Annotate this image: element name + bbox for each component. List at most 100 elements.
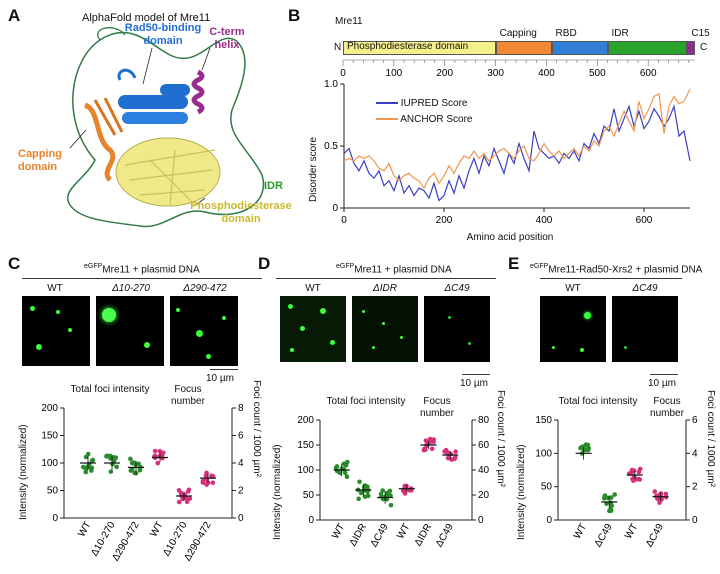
d-cond-didr: ΔIDR bbox=[373, 283, 397, 294]
legend-anchor-label: ANCHOR Score bbox=[400, 114, 473, 125]
c-scalebar bbox=[210, 369, 238, 370]
e-group-intensity: Total foci intensity bbox=[558, 396, 638, 407]
d-group-focus: Focus number bbox=[420, 396, 454, 419]
left-tick-label: 100 bbox=[535, 448, 552, 459]
micrograph-c-d290 bbox=[170, 296, 238, 366]
right-tick-label: 2 bbox=[238, 486, 244, 497]
data-point bbox=[422, 446, 427, 452]
data-point bbox=[637, 477, 643, 482]
data-point bbox=[178, 490, 184, 496]
right-tick-label: 6 bbox=[692, 415, 698, 426]
panel-c-rule bbox=[22, 278, 262, 279]
data-point bbox=[155, 460, 161, 466]
c-group-focus: Focus number bbox=[171, 384, 205, 407]
panel-d-title-sup: eGFP bbox=[336, 263, 355, 270]
data-point bbox=[652, 489, 658, 494]
data-point bbox=[380, 488, 386, 493]
data-point bbox=[358, 490, 364, 496]
micrograph-c-wt bbox=[22, 296, 90, 366]
n-terminus: N bbox=[334, 42, 342, 53]
c-cond-d290: Δ290-472 bbox=[183, 283, 227, 294]
panel-e-letter: E bbox=[508, 254, 520, 273]
panel-e-title-sup: eGFP bbox=[530, 263, 549, 270]
left-tick-label: 150 bbox=[297, 440, 314, 451]
data-point bbox=[607, 508, 612, 514]
panel-d-rule bbox=[276, 278, 496, 279]
category-label: ΔIDR bbox=[413, 522, 434, 548]
d-scalebar bbox=[462, 374, 490, 375]
panel-e-title-text: Mre11-Rad50-Xrs2 + plasmid DNA bbox=[548, 264, 703, 276]
data-point bbox=[357, 479, 362, 485]
right-tick-label: 0 bbox=[478, 515, 484, 526]
legend-iupred-label: IUPRED Score bbox=[400, 98, 468, 109]
disorder-xtick-label: 600 bbox=[636, 215, 653, 226]
panel-d-title-text: Mre11 + plasmid DNA bbox=[354, 264, 452, 276]
data-point bbox=[365, 493, 371, 499]
data-point bbox=[356, 496, 361, 502]
e-scalebar bbox=[650, 374, 678, 375]
capping-label: Capping domain bbox=[18, 148, 62, 174]
disorder-xtick-label: 200 bbox=[436, 215, 453, 226]
d-cond-dc49: ΔC49 bbox=[444, 283, 470, 294]
e-group-focus: Focus number bbox=[650, 396, 684, 419]
d-cond-wt: WT bbox=[305, 283, 321, 294]
pde-label-line2: domain bbox=[221, 213, 261, 225]
category-label: WT bbox=[572, 522, 589, 541]
ruler-label: 400 bbox=[538, 68, 555, 79]
data-point bbox=[128, 468, 134, 473]
panel-c-title-sup: eGFP bbox=[84, 263, 103, 270]
d-scalebar-label: 10 µm bbox=[460, 378, 488, 389]
data-point bbox=[453, 449, 458, 454]
e-cond-wt: WT bbox=[565, 283, 581, 294]
capping-label-line1: Capping bbox=[18, 148, 62, 160]
data-point bbox=[345, 459, 350, 465]
micrograph-c-d10 bbox=[96, 296, 164, 366]
data-point bbox=[629, 467, 635, 473]
data-point bbox=[114, 464, 119, 470]
panel-e-title: eGFPMre11-Rad50-Xrs2 + plasmid DNA bbox=[530, 263, 702, 275]
left-tick-label: 0 bbox=[546, 515, 552, 526]
panel-a-letter: A bbox=[8, 6, 21, 25]
domain-label-1: Capping bbox=[499, 28, 537, 39]
category-label: ΔC49 bbox=[369, 522, 391, 550]
domain-4 bbox=[687, 41, 695, 55]
right-tick-label: 60 bbox=[478, 440, 490, 451]
c-cond-d10: Δ10-270 bbox=[112, 283, 150, 294]
category-label: WT bbox=[623, 522, 640, 541]
category-label: ΔC49 bbox=[644, 522, 666, 550]
ruler-label: 0 bbox=[340, 68, 346, 79]
c-group-intensity: Total foci intensity bbox=[70, 384, 150, 395]
left-tick-label: 50 bbox=[47, 486, 59, 497]
cterm-label: C-term helix bbox=[202, 26, 252, 52]
panel-a-title: AlphaFold model of Mre11 bbox=[82, 12, 211, 24]
domain-label-3: IDR bbox=[611, 28, 629, 39]
d-ylabel-left: Intensity (normalized) bbox=[272, 444, 283, 540]
data-point bbox=[210, 480, 216, 486]
d-ylabel-right: Foci count / 1000 µm² bbox=[495, 390, 506, 487]
data-point bbox=[586, 445, 592, 451]
left-tick-label: 100 bbox=[41, 458, 58, 469]
data-point bbox=[136, 461, 141, 467]
data-point bbox=[160, 455, 165, 461]
disorder-ytick-label: 0 bbox=[332, 203, 338, 214]
data-point bbox=[200, 480, 206, 485]
data-point bbox=[85, 451, 91, 457]
legend-iupred-swatch bbox=[376, 102, 398, 105]
c-ylabel-right: Foci count / 1000 µm² bbox=[251, 380, 262, 477]
data-point bbox=[601, 496, 607, 501]
legend-anchor: ANCHOR Score bbox=[376, 114, 472, 125]
data-point bbox=[442, 449, 447, 454]
left-tick-label: 150 bbox=[535, 415, 552, 426]
disorder-ylabel: Disorder score bbox=[308, 136, 319, 202]
right-tick-label: 80 bbox=[478, 415, 490, 426]
pde-label: Phosphodiesterase domain bbox=[186, 200, 296, 226]
series-line-iupred bbox=[343, 104, 691, 202]
residue-ruler: 0 100 200 300 400 500 600 bbox=[340, 59, 695, 79]
disorder-xlabel: Amino acid position bbox=[466, 232, 554, 243]
disorder-ytick-label: 1.0 bbox=[324, 79, 338, 90]
pde-label-line1: Phosphodiesterase bbox=[190, 200, 292, 212]
right-tick-label: 6 bbox=[238, 431, 244, 442]
right-tick-label: 40 bbox=[478, 465, 490, 476]
e-scalebar-label: 10 µm bbox=[648, 378, 676, 389]
